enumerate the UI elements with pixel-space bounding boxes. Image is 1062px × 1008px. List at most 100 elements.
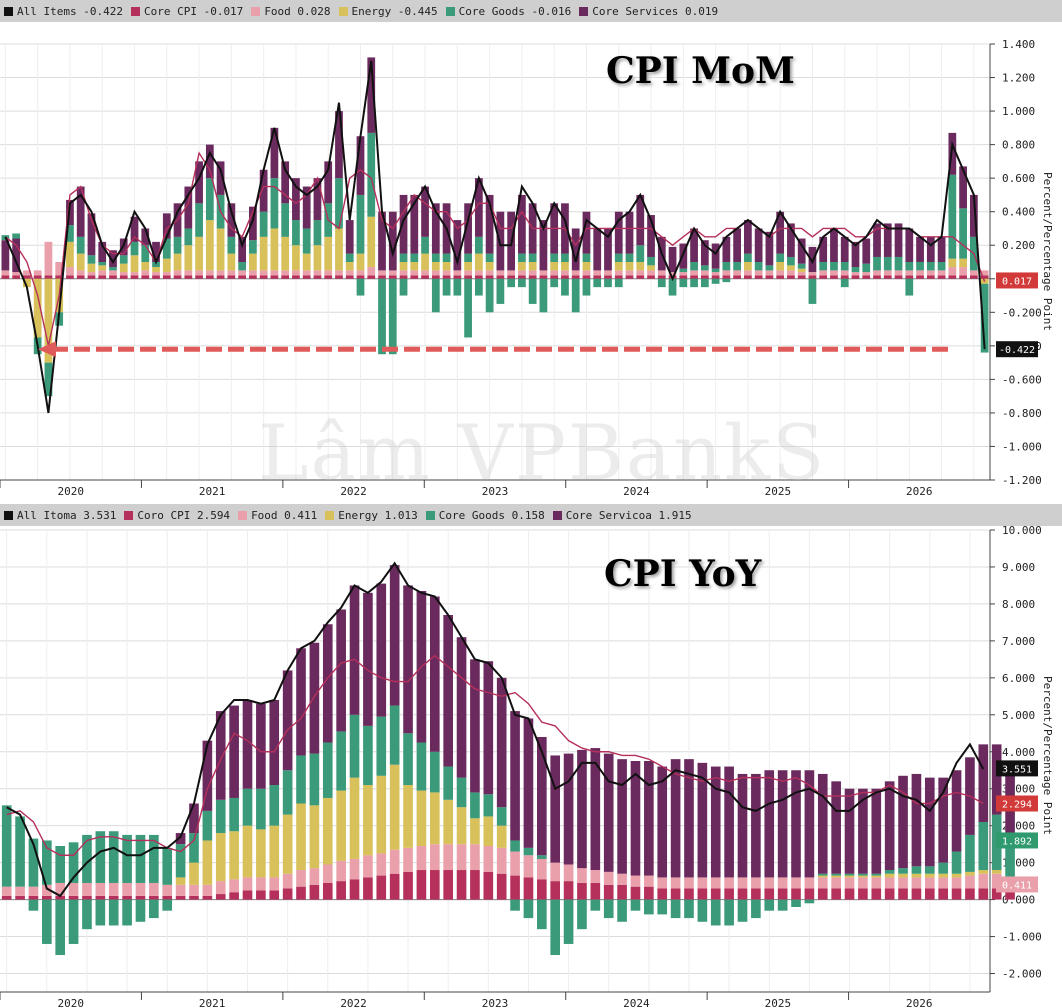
yoy-bar-energy [938,873,948,878]
mom-bar-core-goods [162,238,171,259]
mom-bar-core-services [571,228,580,271]
yoy-x-tick-label: 2021 [199,997,226,1008]
mom-bar-energy [776,262,785,271]
mom-bar-core-goods [636,245,645,262]
yoy-y-tick-label: -2.000 [1002,968,1042,981]
mom-bar-core-goods [797,263,806,269]
mom-bar-core-services [905,228,914,262]
mom-bar-core-cpi [744,275,752,279]
yoy-bar-core-cpi [751,888,761,900]
yoy-bar-food [751,877,761,889]
yoy-bar-energy [363,785,373,856]
mom-bar-core-cpi [754,275,763,279]
mom-bar-core-goods [614,278,623,288]
mom-bar-food [378,270,386,276]
yoy-bar-core-goods [483,794,494,817]
mom-bar-energy [345,262,354,271]
mom-bar-core-goods [528,253,537,262]
mom-bar-food [539,270,548,276]
yoy-bar-core-cpi [242,890,253,900]
mom-bar-core-goods [754,262,763,271]
yoy-bar-energy [349,777,360,859]
yoy-bar-core-services [189,803,199,834]
mom-bar-core-cpi [916,275,924,279]
legend-item-core_services: Core Servicoa 1.915 [552,509,692,522]
mom-bar-food [421,270,429,276]
mom-bar-core-goods [378,278,386,355]
mom-bar-core-cpi [87,275,96,279]
yoy-bar-core-goods [122,834,132,883]
mom-bar-food [679,272,688,276]
mom-bar-energy [948,258,957,268]
mom-bar-core-services [76,186,85,237]
mom-bar-food [152,272,160,276]
mom-bar-core-cpi [657,275,666,279]
yoy-bar-core-services [764,770,775,878]
mom-bar-core-cpi [528,275,537,279]
yoy-bar-food [630,875,641,887]
mom-bar-core-cpi [948,275,957,279]
yoy-bar-core-services [550,755,561,863]
mom-bar-energy [485,262,494,271]
mom-bar-food [980,270,989,276]
mom-bar-energy [292,245,300,271]
yoy-bar-core-cpi [603,884,614,900]
yoy-bar-core-cpi [951,888,962,900]
mom-bar-food [604,270,612,276]
yoy-bar-core-cpi [590,882,601,900]
mom-bar-core-cpi [561,275,569,279]
yoy-bar-food [336,860,346,882]
mom-bar-core-cpi [141,275,150,279]
yoy-bar-core-cpi [737,888,748,900]
yoy-end-label-text: 3.551 [1002,764,1032,775]
mom-bar-core-cpi [23,275,31,279]
yoy-bar-core-services [175,833,186,845]
yoy-bar-core-services [657,766,668,878]
yoy-bar-core-services [804,770,815,878]
legend-text: All Items -0.422 [17,4,123,18]
yoy-bar-core-cpi [162,895,173,900]
mom-bar-core-services [474,178,483,237]
legend-item-core_cpi: Core CPI -0.017 [130,5,243,18]
mom-bar-energy [464,262,472,271]
yoy-bar-core-services [938,777,948,863]
yoy-bar-core-cpi [376,875,387,900]
mom-bar-food [302,270,311,276]
yoy-bar-core-goods [189,833,199,863]
mom-bar-core-services [722,236,731,262]
mom-bar-food [227,270,236,276]
yoy-bar-core-cpi [630,886,641,900]
legend-swatch [325,510,335,520]
mom-bar-energy [227,253,236,271]
yoy-bar-core-cpi [42,895,52,900]
mom-bar-core-cpi [442,275,451,279]
mom-bar-core-goods [485,278,494,313]
yoy-bar-core-goods [349,714,360,778]
mom-bar-core-cpi [787,275,795,279]
mom-bar-core-services [539,220,548,271]
mom-bar-core-cpi [647,275,655,279]
mom-bar-food [259,270,268,276]
mom-bar-food [205,270,214,276]
legend-text: Energy 1.013 [338,508,418,522]
mom-bar-core-services [12,238,21,273]
mom-bar-core-goods [130,241,139,256]
yoy-bar-food [229,879,239,893]
yoy-bar-core-cpi [202,895,213,900]
legend-item-core_goods: Core Goods 0.158 [425,509,545,522]
mom-bar-core-services [1,240,10,271]
yoy-bar-core-services [523,718,534,848]
mom-y-tick-label: -0.600 [1002,373,1042,386]
mom-bar-core-cpi [518,275,526,279]
yoy-bar-core-goods [858,873,868,876]
yoy-bar-food [149,882,159,896]
yoy-bar-food [429,844,440,871]
mom-bar-core-goods [205,178,214,221]
mom-bar-energy [356,253,365,271]
mom-bar-food [830,270,838,276]
mom-bar-core-goods [399,253,408,262]
yoy-bar-food [657,877,668,889]
legend-item-food: Food 0.028 [251,5,331,18]
mom-bar-core-goods [109,267,117,271]
